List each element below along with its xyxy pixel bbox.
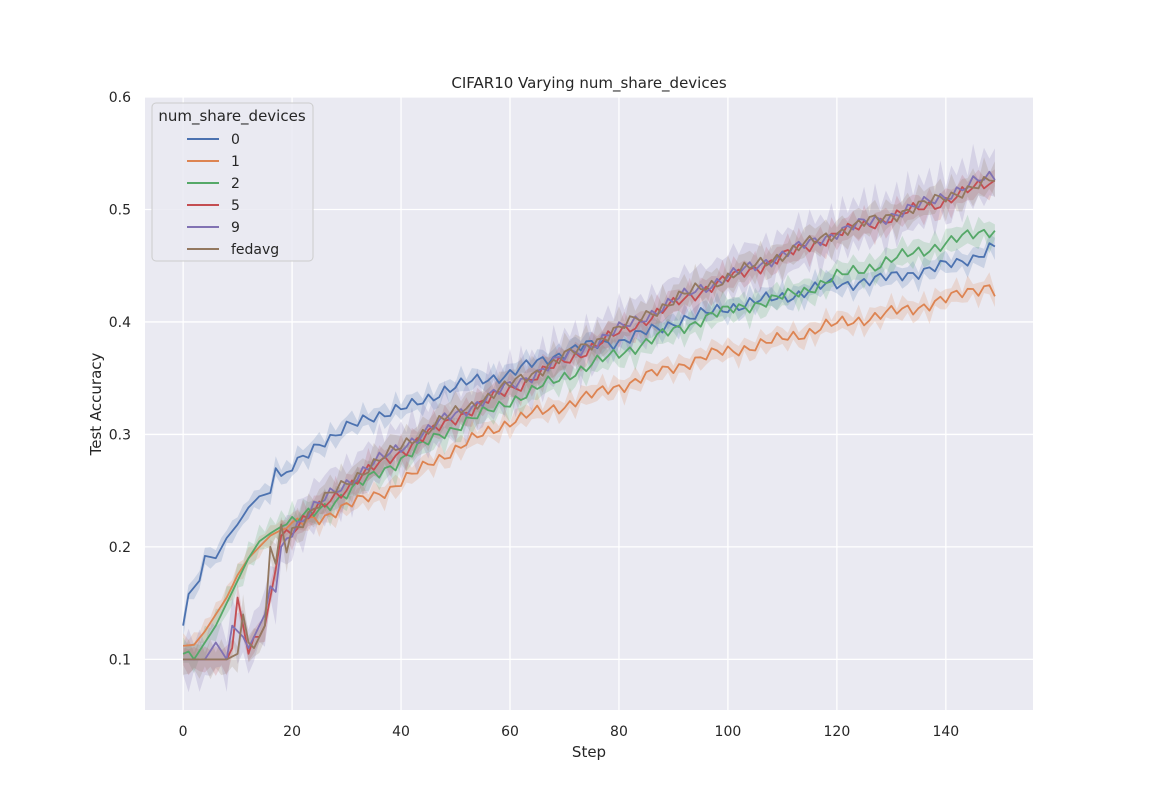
x-axis-label: Step — [572, 743, 606, 761]
y-tick-label: 0.6 — [109, 90, 131, 106]
legend-item-0: 0 — [187, 132, 240, 148]
legend-label-9: 9 — [231, 220, 240, 236]
x-tick-label: 0 — [179, 724, 188, 740]
band-series-1 — [183, 272, 995, 659]
x-tick-label: 140 — [932, 724, 959, 740]
legend-title: num_share_devices — [158, 107, 305, 126]
legend-item-9: 9 — [187, 220, 240, 236]
legend-item-fedavg: fedavg — [187, 242, 279, 258]
series-lines — [182, 170, 996, 661]
legend: num_share_devices 0 1 2 5 9 fedavg — [151, 102, 314, 262]
line-series-1 — [183, 284, 996, 647]
legend-item-5: 5 — [187, 198, 240, 214]
legend-label-1: 1 — [231, 154, 240, 170]
y-tick-label: 0.2 — [109, 540, 131, 556]
x-tick-label: 60 — [501, 724, 519, 740]
legend-box — [151, 102, 314, 262]
legend-label-2: 2 — [231, 176, 240, 192]
x-tick-label: 20 — [283, 724, 301, 740]
chart-title: CIFAR10 Varying num_share_devices — [451, 74, 726, 93]
legend-items: 0 1 2 5 9 fedavg — [187, 132, 279, 258]
y-tick-label: 0.3 — [109, 427, 131, 443]
band-series-9 — [183, 143, 995, 693]
x-tick-labels: 0 20 40 60 80 100 120 140 — [179, 724, 960, 740]
y-tick-label: 0.4 — [109, 315, 131, 331]
y-tick-label: 0.5 — [109, 202, 131, 218]
x-tick-label: 120 — [824, 724, 851, 740]
legend-label-fedavg: fedavg — [231, 242, 279, 258]
legend-item-2: 2 — [187, 176, 240, 192]
x-tick-label: 80 — [610, 724, 628, 740]
legend-label-0: 0 — [231, 132, 240, 148]
line-series-fedavg — [183, 175, 995, 661]
x-tick-label: 40 — [392, 724, 410, 740]
line-series-2 — [182, 228, 996, 661]
band-series-2 — [183, 214, 995, 674]
legend-item-1: 1 — [187, 154, 240, 170]
x-tick-label: 100 — [715, 724, 742, 740]
y-axis-label: Test Accuracy — [87, 352, 105, 456]
line-series-0 — [182, 242, 996, 626]
y-tick-label: 0.1 — [109, 652, 131, 668]
y-tick-labels: 0.1 0.2 0.3 0.4 0.5 0.6 — [109, 90, 131, 668]
legend-label-5: 5 — [231, 198, 240, 214]
